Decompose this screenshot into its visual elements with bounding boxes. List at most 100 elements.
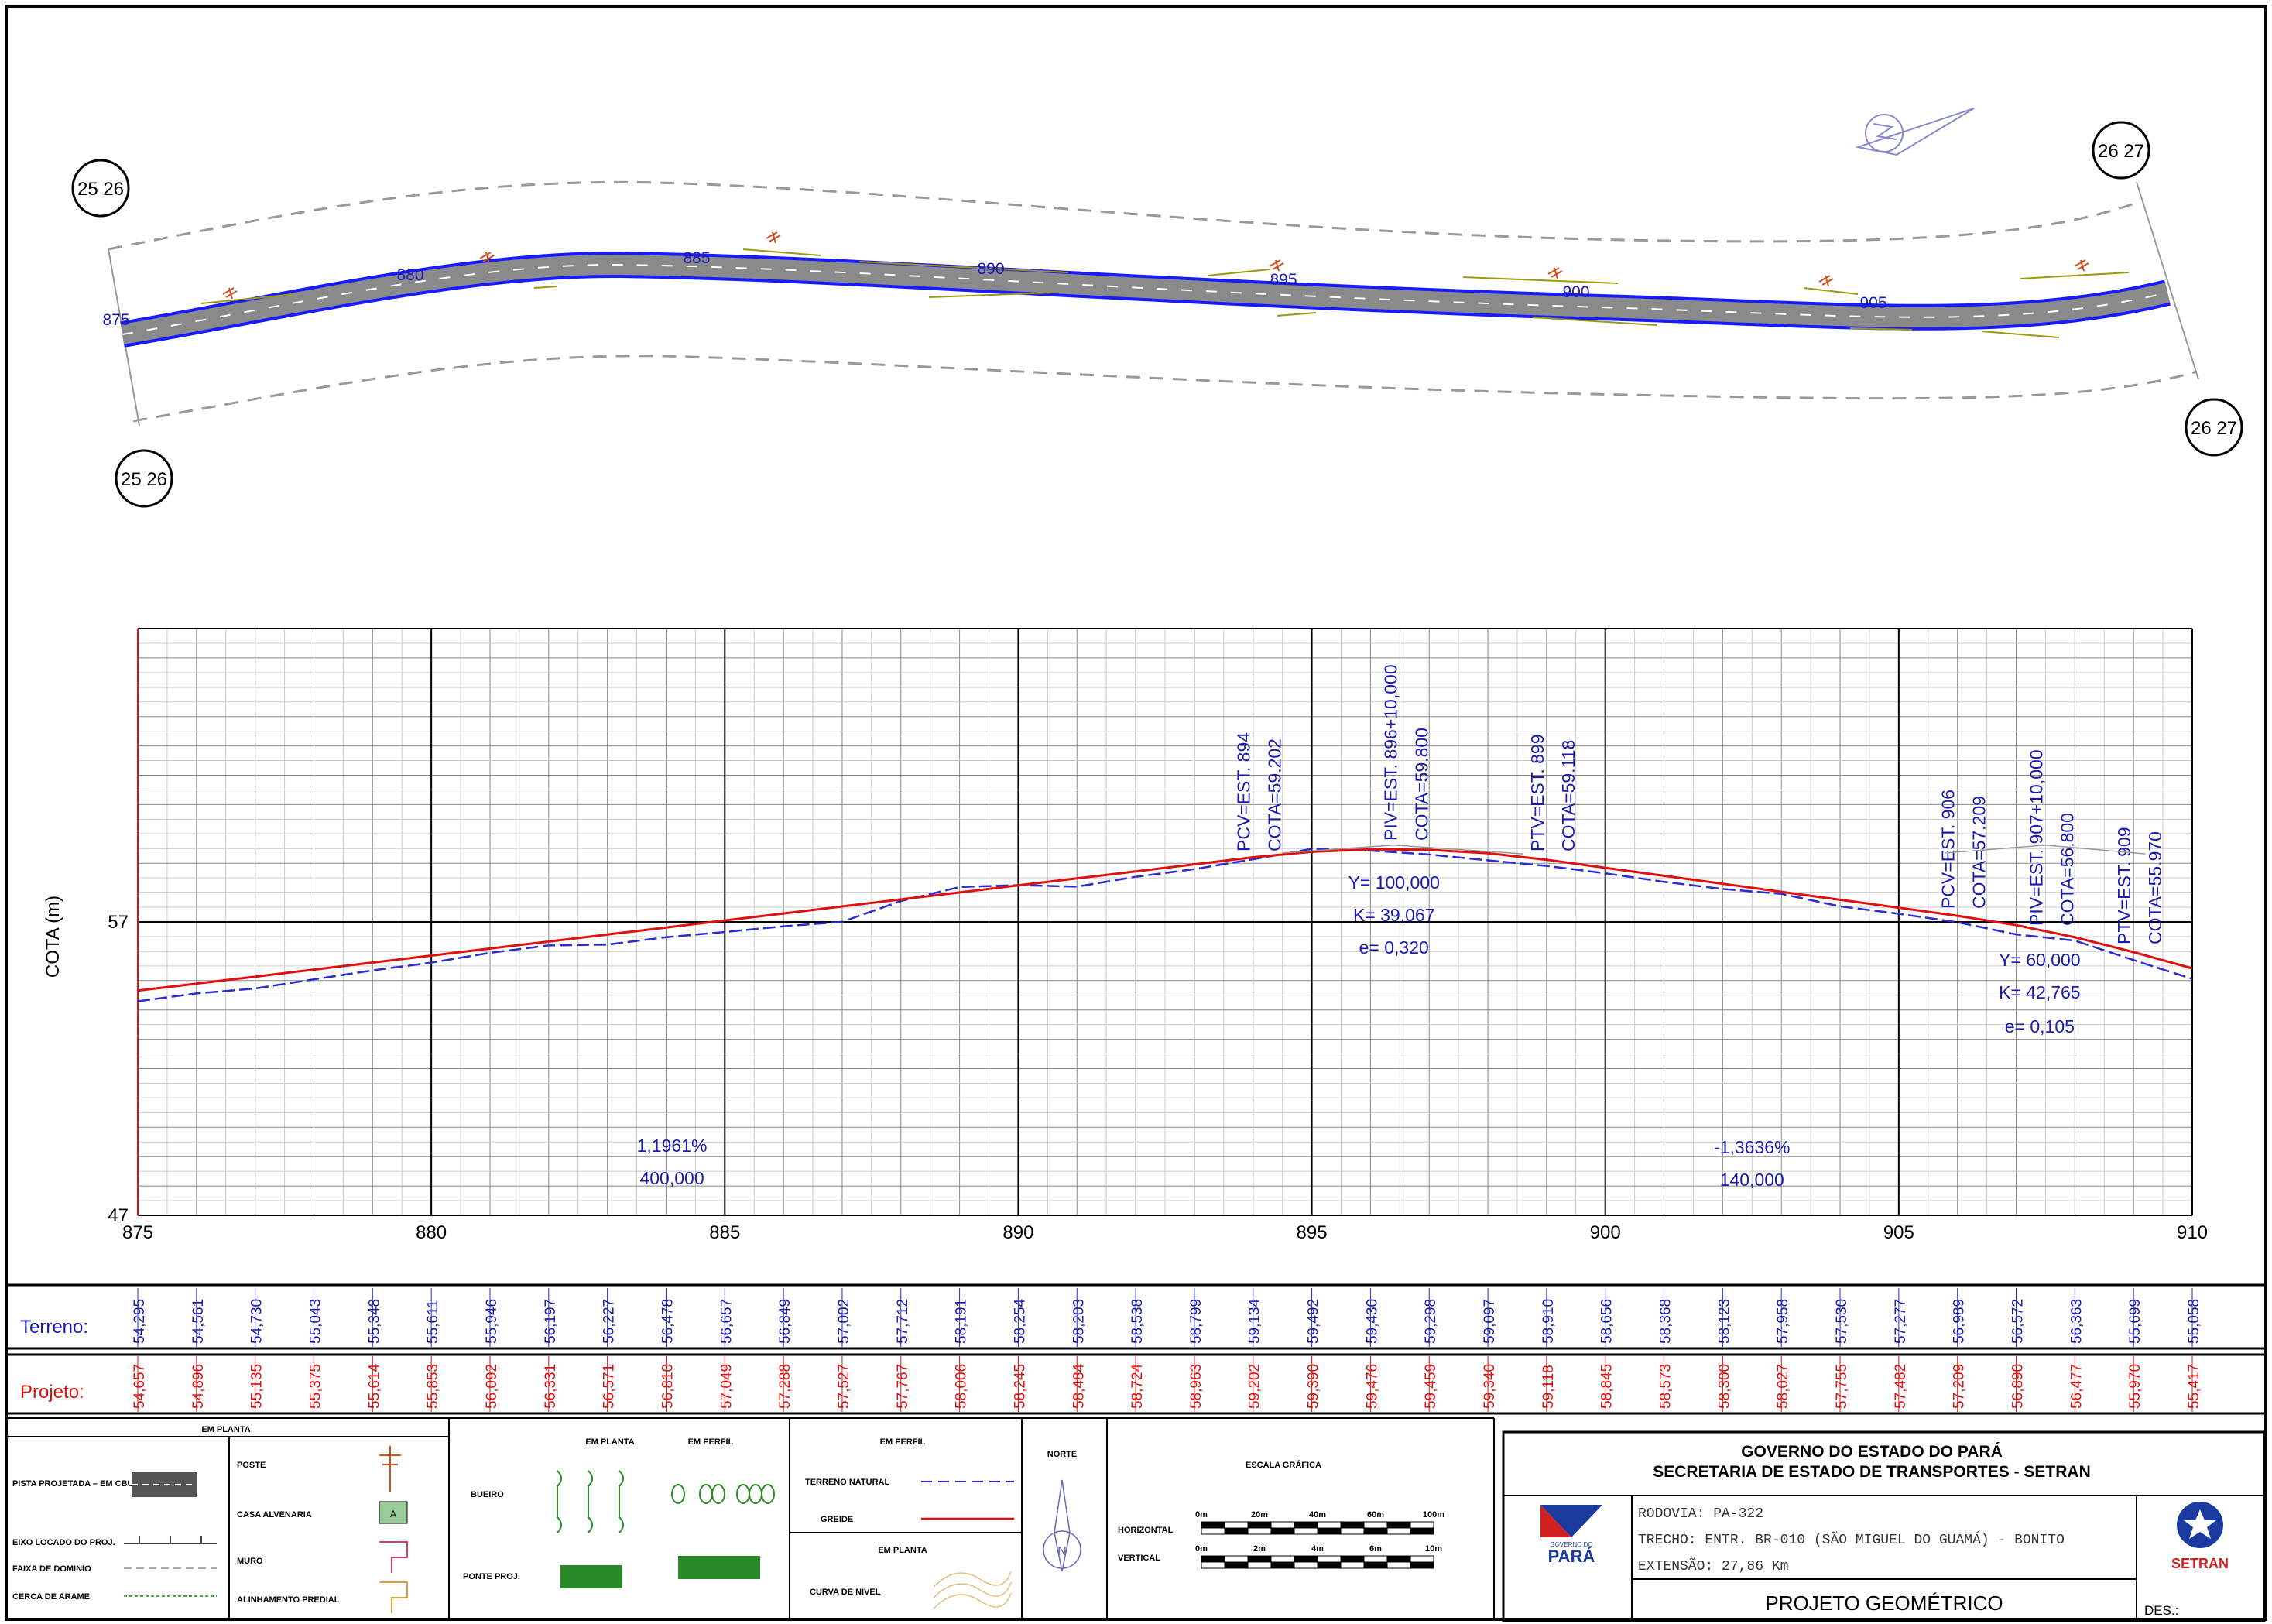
plan-station-labels: 875 880 885 890 895 900 905 bbox=[102, 249, 1886, 329]
title-block: GOVERNO DO ESTADO DO PARÁ SECRETARIA DE … bbox=[1502, 1430, 2266, 1622]
match-label-start-bottom: 25 26 bbox=[121, 469, 167, 490]
legend-north-icon: N bbox=[1043, 1479, 1081, 1572]
ponte-plan-icon bbox=[560, 1565, 622, 1588]
projeto-value: 59,340 bbox=[1482, 1364, 1498, 1409]
legend-faixa: FAIXA DE DOMINIO bbox=[12, 1564, 91, 1574]
legend-bueiro: BUEIRO bbox=[471, 1490, 504, 1499]
terreno-value: 56,572 bbox=[2010, 1299, 2027, 1344]
legend-vertical: VERTICAL bbox=[1118, 1554, 1160, 1563]
x-tick-label: 910 bbox=[2177, 1222, 2208, 1243]
terreno-value: 58,799 bbox=[1188, 1299, 1205, 1344]
projeto-value: 58,027 bbox=[1775, 1364, 1791, 1409]
projeto-value: 56,092 bbox=[484, 1364, 500, 1409]
legend-em-perfil-2: EM PERFIL bbox=[880, 1437, 926, 1447]
faixa-dominio-bottom bbox=[132, 355, 2198, 423]
para-logo-top: GOVERNO DO bbox=[1550, 1541, 1592, 1548]
scale-bars: 0m 20m 40m 60m 100m 0m 2m 4m 6m 10m bbox=[1195, 1510, 1444, 1569]
casa-mark: A bbox=[390, 1509, 396, 1520]
projeto-value: 58,724 bbox=[1129, 1363, 1146, 1409]
legend-horizontal: HORIZONTAL bbox=[1118, 1526, 1174, 1535]
terreno-value: 55,058 bbox=[2186, 1299, 2202, 1344]
projeto-value: 55,417 bbox=[2186, 1364, 2202, 1409]
plan-station-885: 885 bbox=[683, 249, 710, 267]
ptv2-cota: COTA=55.970 bbox=[2145, 831, 2165, 944]
legend-em-perfil: EM PERFIL bbox=[688, 1437, 734, 1447]
v-scale-tick: 10m bbox=[1425, 1544, 1442, 1554]
x-tick-label: 875 bbox=[122, 1222, 153, 1243]
projeto-value: 55,970 bbox=[2127, 1364, 2143, 1409]
projeto-value: 57,767 bbox=[895, 1364, 911, 1409]
h-scale-tick: 60m bbox=[1367, 1510, 1384, 1520]
v-scale-tick: 6m bbox=[1369, 1544, 1382, 1554]
v-scale-tick: 4m bbox=[1311, 1544, 1324, 1554]
plan-station-895: 895 bbox=[1270, 271, 1297, 289]
terreno-value: 56,989 bbox=[1952, 1299, 1968, 1344]
terreno-value: 58,656 bbox=[1599, 1299, 1616, 1344]
legend-alinhamento: ALINHAMENTO PREDIAL bbox=[237, 1595, 340, 1605]
tb-secretaria: SECRETARIA DE ESTADO DE TRANSPORTES - SE… bbox=[1653, 1463, 2090, 1481]
series-line-terreno bbox=[137, 848, 2193, 1002]
profile-chart: 875 880 885 890 895 900 905 910 47 57 COTA (m) PC… bbox=[43, 628, 2208, 1243]
h-scale-tick: 20m bbox=[1251, 1510, 1268, 1520]
projeto-value: 56,331 bbox=[543, 1364, 559, 1409]
terreno-value: 58,123 bbox=[1716, 1299, 1732, 1344]
faixa-dominio-top bbox=[108, 180, 2137, 251]
projeto-value: 59,476 bbox=[1364, 1364, 1380, 1409]
match-line-end bbox=[2136, 181, 2199, 380]
legend-norte: NORTE bbox=[1047, 1450, 1078, 1459]
projeto-value: 55,375 bbox=[307, 1364, 324, 1409]
terreno-value: 58,368 bbox=[1658, 1299, 1674, 1344]
legend-em-planta-title: EM PLANTA bbox=[201, 1425, 250, 1434]
v-scale-tick: 0m bbox=[1195, 1544, 1208, 1554]
terreno-value: 55,699 bbox=[2127, 1299, 2143, 1344]
profile-ticks: 875 880 885 890 895 900 905 910 47 57 bbox=[108, 912, 2208, 1243]
terreno-value: 54,561 bbox=[190, 1299, 207, 1344]
casa-swatch bbox=[379, 1501, 408, 1524]
piv2-label: PIV=EST. 907+10,000 bbox=[2026, 749, 2046, 926]
terreno-row-label: Terreno: bbox=[20, 1317, 88, 1338]
piv2-cota: COTA=56.800 bbox=[2057, 813, 2077, 926]
terreno-value: 55,611 bbox=[425, 1300, 441, 1344]
x-tick-label: 885 bbox=[709, 1222, 740, 1243]
profile-grid-minor bbox=[138, 629, 2192, 1215]
bueiro-profile-icon bbox=[671, 1484, 775, 1504]
terreno-value: 57,002 bbox=[836, 1299, 852, 1344]
terreno-value: 56,227 bbox=[601, 1299, 618, 1344]
projeto-value: 54,657 bbox=[132, 1364, 148, 1409]
match-label-start-top: 25 26 bbox=[77, 179, 124, 200]
plan-station-900: 900 bbox=[1562, 283, 1589, 301]
tb-gov: GOVERNO DO ESTADO DO PARÁ bbox=[1741, 1443, 2003, 1461]
plan-station-880: 880 bbox=[396, 266, 423, 284]
plan-north-icon bbox=[1855, 108, 1975, 156]
projeto-value: 57,527 bbox=[836, 1364, 852, 1409]
x-tick-label: 905 bbox=[1883, 1222, 1914, 1243]
grade2-slope: -1,3636% bbox=[1714, 1137, 1790, 1157]
profile-series bbox=[137, 848, 2193, 1002]
setran-logo: SETRAN bbox=[2171, 1502, 2229, 1571]
terreno-value: 56,657 bbox=[718, 1299, 735, 1344]
projeto-value: 59,118 bbox=[1540, 1365, 1557, 1409]
legend-muro: MURO bbox=[237, 1557, 263, 1566]
terreno-value: 56,197 bbox=[543, 1299, 559, 1344]
grade2-length: 140,000 bbox=[1720, 1170, 1784, 1190]
projeto-value: 55,614 bbox=[366, 1363, 382, 1409]
power-lines bbox=[200, 248, 2130, 338]
legend-curva: CURVA DE NIVEL bbox=[810, 1588, 881, 1597]
projeto-value: 58,845 bbox=[1599, 1364, 1616, 1409]
ponte-profile-icon bbox=[678, 1556, 760, 1579]
curve1-e: e= 0,320 bbox=[1359, 937, 1429, 958]
match-circle-end-bottom: 26 27 bbox=[2185, 398, 2243, 457]
pcv1-label: PCV=EST. 894 bbox=[1234, 732, 1254, 851]
x-tick-label: 900 bbox=[1590, 1222, 1621, 1243]
legend-cerca: CERCA DE ARAME bbox=[12, 1592, 90, 1602]
projeto-value: 58,484 bbox=[1071, 1363, 1087, 1409]
projeto-value: 58,963 bbox=[1188, 1364, 1205, 1409]
terreno-values: 54,295 54,561 54,730 55,043 55,348 55,611 55,9… bbox=[132, 1288, 2202, 1347]
tangent-marker-1 bbox=[1282, 844, 1523, 855]
terreno-value: 59,097 bbox=[1482, 1299, 1498, 1344]
terreno-value: 55,043 bbox=[307, 1299, 324, 1344]
legend-ponte: PONTE PROJ. bbox=[463, 1572, 520, 1581]
legend-casa: CASA ALVENARIA bbox=[237, 1510, 312, 1520]
match-label-end-bottom: 26 27 bbox=[2191, 418, 2237, 439]
